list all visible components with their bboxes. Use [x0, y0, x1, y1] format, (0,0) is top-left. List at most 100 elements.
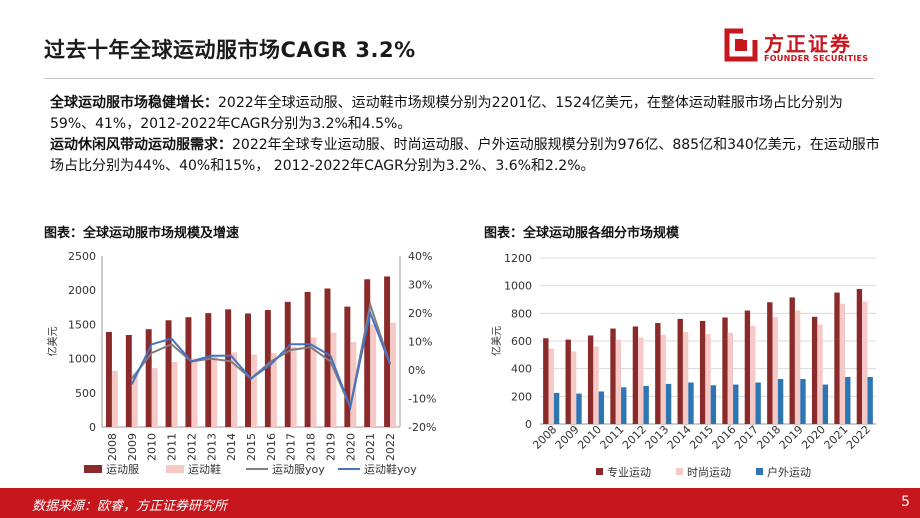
x-tick-label: 2011: [166, 433, 179, 461]
x-tick-label: 2021: [822, 423, 851, 452]
bar-sportshoes: [211, 355, 218, 427]
bar-professional: [610, 328, 616, 424]
bar-fashion: [570, 351, 577, 424]
x-tick-label: 2011: [598, 423, 627, 452]
bar-fashion: [817, 324, 823, 424]
summary-lead-1: 全球运动服市场稳健增长：: [50, 95, 218, 111]
bar-sportshoes: [151, 368, 158, 427]
bar-fashion: [615, 339, 622, 424]
bar-outdoor: [845, 376, 851, 424]
bar-sportswear: [245, 313, 251, 427]
y2-tick-label: 30%: [408, 279, 432, 292]
y2-tick-label: -10%: [408, 393, 436, 406]
bar-fashion: [772, 316, 778, 424]
bar-fashion: [593, 346, 599, 424]
bar-outdoor: [576, 393, 582, 424]
legend-swatch: [756, 468, 763, 475]
bar-professional: [699, 320, 706, 424]
bar-sportswear: [165, 320, 172, 427]
bar-outdoor: [643, 385, 649, 424]
bar-professional: [565, 339, 571, 424]
x-tick-label: 2008: [530, 423, 559, 452]
y-tick-label: 600: [511, 335, 532, 348]
x-tick-label: 2015: [245, 433, 258, 461]
bar-fashion: [839, 303, 846, 424]
x-tick-label: 2021: [364, 433, 377, 461]
data-source: 数据来源：欧睿，方正证券研究所: [32, 499, 228, 514]
legend-label: 户外运动: [767, 465, 811, 479]
bar-outdoor: [822, 384, 829, 424]
bar-sportswear: [185, 317, 192, 427]
x-tick-label: 2019: [777, 423, 806, 452]
x-tick-label: 2016: [710, 423, 739, 452]
sportswear-segment-chart: 0 200 400 600 800 1000 1200 亿美元 2008200920102011…: [490, 252, 876, 479]
bar-sportshoes: [310, 337, 317, 427]
x-tick-label: 2020: [344, 433, 357, 461]
x-tick-label: 2009: [126, 433, 139, 461]
bar-professional: [856, 288, 863, 424]
bar-sportswear: [205, 313, 212, 427]
slide-title: 过去十年全球运动服市场CAGR 3.2%: [44, 38, 416, 62]
founder-logo-icon: [724, 28, 758, 62]
bar-professional: [543, 338, 549, 424]
bar-professional: [587, 335, 594, 424]
y-tick-label: 1000: [68, 353, 96, 366]
bar-sportshoes: [290, 346, 297, 427]
legend-swatch: [84, 465, 102, 473]
bar-outdoor: [665, 383, 672, 424]
x-tick-label: 2012: [620, 423, 649, 452]
y2-tick-label: 20%: [408, 307, 432, 320]
bar-professional: [677, 318, 683, 424]
bar-sportswear: [225, 309, 232, 427]
bar-outdoor: [777, 379, 784, 424]
summary-body-1: 2022年全球运动服、运动鞋市场规模分别为2201亿、1524亿美元，在整体运动…: [50, 95, 843, 132]
y-axis-label: 亿美元: [490, 326, 503, 356]
bar-outdoor: [800, 379, 806, 424]
x-tick-label: 2010: [575, 423, 604, 452]
legend-label: 运动服yoy: [272, 463, 325, 476]
bar-fashion: [705, 334, 711, 424]
summary-paragraph-2: 运动休闲风带动运动服需求：2022年全球专业运动服、时尚运动服、户外运动服规模分…: [50, 135, 880, 177]
bar-professional: [722, 317, 728, 424]
y-tick-label: 1000: [504, 280, 532, 293]
y-tick-label: 800: [511, 307, 532, 320]
x-tick-label: 2014: [665, 423, 694, 452]
bar-sportshoes: [390, 322, 397, 427]
y-tick-label: 1500: [68, 318, 96, 331]
bar-sportshoes: [111, 370, 118, 427]
bar-sportswear: [264, 310, 271, 427]
logo-english-name: FOUNDER SECURITIES: [764, 54, 869, 63]
y-tick-label: 500: [75, 387, 96, 400]
bar-professional: [655, 323, 661, 424]
legend-label: 运动鞋: [188, 462, 221, 476]
summary-lead-2: 运动休闲风带动运动服需求：: [50, 137, 232, 153]
bar-sportswear: [125, 335, 132, 427]
x-tick-label: 2013: [642, 423, 671, 452]
legend-label: 专业运动: [607, 465, 651, 479]
y2-tick-label: 0%: [408, 364, 425, 377]
bar-sportshoes: [370, 324, 377, 427]
y2-tick-label: 10%: [408, 336, 432, 349]
x-tick-label: 2012: [185, 433, 198, 461]
y-tick-label: 1200: [504, 252, 532, 265]
bar-sportswear: [324, 288, 331, 427]
title-divider: [44, 78, 874, 79]
bar-outdoor: [755, 382, 761, 424]
legend-swatch: [676, 468, 683, 475]
y-tick-label: 400: [511, 363, 532, 376]
bar-fashion: [727, 332, 734, 424]
chart-1-title: 图表：全球运动服市场规模及增速: [44, 226, 240, 241]
bar-sportswear: [284, 301, 291, 427]
summary-paragraph-1: 全球运动服市场稳健增长：2022年全球运动服、运动鞋市场规模分别为2201亿、1…: [50, 93, 880, 135]
y-tick-label: 2000: [68, 284, 96, 297]
bar-fashion: [660, 334, 666, 424]
footer: 数据来源：欧睿，方正证券研究所 5: [0, 488, 920, 518]
sportswear-market-size-chart: 0 500 1000 1500 2000 2500 -20% -10% 0% 10% 20% 30% 4…: [46, 250, 436, 476]
x-tick-label: 2022: [844, 423, 873, 452]
page-number: 5: [901, 494, 910, 510]
bar-outdoor: [688, 382, 694, 424]
bar-professional: [811, 316, 818, 424]
bar-outdoor: [621, 387, 627, 424]
bar-outdoor: [733, 384, 739, 424]
bar-professional: [744, 310, 751, 424]
